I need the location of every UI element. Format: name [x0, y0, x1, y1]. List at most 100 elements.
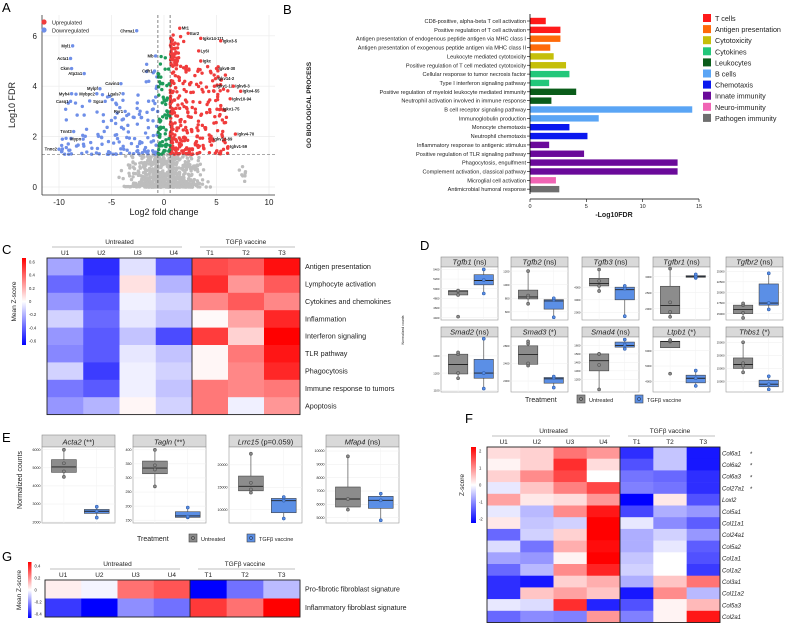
- point-up: [215, 107, 219, 111]
- significance: (ns): [617, 328, 630, 337]
- x-tick-label: 15: [696, 204, 702, 210]
- point-nonsig: [161, 160, 166, 165]
- facet-title: Ltpb1 (*): [667, 328, 696, 337]
- point-up: [196, 84, 201, 89]
- panel-label-b: B: [283, 2, 292, 17]
- point-nonsig: [150, 167, 155, 171]
- point-up: [208, 110, 212, 114]
- point-down: [94, 151, 99, 155]
- point-down: [150, 107, 155, 112]
- heatmap-cell: [686, 517, 721, 530]
- point-fc-nonsig: [163, 67, 167, 71]
- significance-star: *: [750, 475, 753, 481]
- colorbar-title: Mean Z-score: [11, 281, 18, 321]
- point-fc-nonsig: [158, 141, 162, 145]
- point-up: [178, 34, 183, 39]
- point-nonsig: [131, 155, 135, 160]
- gene-label: Igkv4-55: [243, 89, 260, 94]
- data-point: [668, 266, 672, 271]
- point-down: [66, 101, 70, 105]
- heatmap-cell: [686, 587, 721, 600]
- y-tick-label: 0: [33, 183, 38, 192]
- point-nonsig: [172, 167, 176, 171]
- point-up: [224, 115, 229, 120]
- heatmap-cell: [155, 292, 193, 311]
- point-up: [170, 100, 174, 104]
- y-tick-label: 400: [126, 448, 132, 452]
- legend-swatch: [41, 27, 47, 33]
- point-up: [181, 66, 186, 70]
- point-down: [132, 115, 136, 120]
- point-nonsig: [121, 176, 125, 181]
- point-down: [143, 131, 148, 135]
- point-down: [135, 144, 140, 149]
- heatmap-cell: [264, 275, 301, 294]
- heatmap-cell: [228, 379, 265, 398]
- point-up: [199, 81, 203, 85]
- panel-label-d: D: [420, 238, 429, 253]
- point-up: [199, 113, 203, 117]
- y-tick-label: 1600: [574, 344, 581, 348]
- group-label-vaccine: TGFβ vaccine: [225, 561, 266, 568]
- gene-label: Mylpf: [87, 86, 99, 91]
- point-up: [170, 109, 174, 114]
- point-up: [184, 128, 189, 133]
- heatmap-cell: [192, 327, 229, 346]
- data-point: [456, 314, 460, 319]
- data-point: [94, 515, 99, 520]
- significance: (ns): [687, 258, 700, 267]
- data-point: [597, 289, 601, 293]
- facet-title: Tgfb1 (ns): [452, 258, 487, 267]
- gene-label: Casq1: [56, 99, 69, 104]
- box-vaccine: [368, 496, 394, 509]
- y-tick-label: 1200: [433, 371, 440, 375]
- colorbar-tick: -0.4: [35, 612, 43, 617]
- heatmap-cell: [190, 598, 227, 618]
- point-nonsig: [122, 184, 126, 188]
- legend-label: Downregulated: [52, 29, 89, 35]
- heatmap-cell: [155, 275, 193, 294]
- data-point: [378, 491, 383, 496]
- point-nonsig: [144, 161, 148, 165]
- heatmap-cell: [620, 575, 654, 588]
- point-down: [101, 113, 106, 117]
- data-point: [597, 267, 601, 272]
- heatmap-cell: [83, 258, 120, 276]
- heatmap-cell: [487, 493, 521, 506]
- point-up: [171, 79, 175, 83]
- point-up: [212, 89, 216, 93]
- bar: [530, 115, 599, 122]
- point-nonsig: [183, 159, 187, 164]
- point-up: [187, 67, 191, 71]
- bar-label: Neutrophil activation involved in immune…: [401, 99, 526, 105]
- point-fc-nonsig: [156, 151, 160, 156]
- legend-label: Upregulated: [52, 21, 82, 27]
- point-up: [190, 129, 194, 134]
- heatmap-cell: [228, 292, 265, 311]
- legend-swatch: [703, 14, 711, 22]
- point-nonsig: [147, 177, 152, 182]
- colorbar: [471, 447, 476, 523]
- y-axis-title: Normalized counts: [17, 451, 24, 509]
- legend-label: TGFβ vaccine: [259, 537, 293, 543]
- y-tick-label: 2: [33, 133, 38, 142]
- boxplot-thbs1: Thbs1 (*) 10000 15000 20000 25000: [717, 326, 784, 393]
- significance-star: *: [750, 487, 753, 493]
- data-point: [281, 495, 286, 499]
- panel-label-g: G: [2, 549, 12, 564]
- point-up: [181, 39, 186, 44]
- point-nonsig: [131, 175, 135, 179]
- point-up: [183, 120, 187, 124]
- data-point: [456, 376, 460, 381]
- point-labeled: [153, 54, 158, 58]
- legend-label: Cytokines: [715, 47, 747, 56]
- heatmap-cell: [155, 379, 193, 398]
- data-point: [668, 314, 672, 319]
- significance: (ns): [476, 328, 489, 337]
- heatmap-cell: [228, 345, 265, 363]
- facet-title: Tgfb2 (ns): [522, 258, 557, 267]
- heatmap-cell: [487, 458, 521, 471]
- row-label: Col5a1: [722, 510, 741, 516]
- point-nonsig: [167, 181, 171, 185]
- point-labeled: [135, 29, 139, 33]
